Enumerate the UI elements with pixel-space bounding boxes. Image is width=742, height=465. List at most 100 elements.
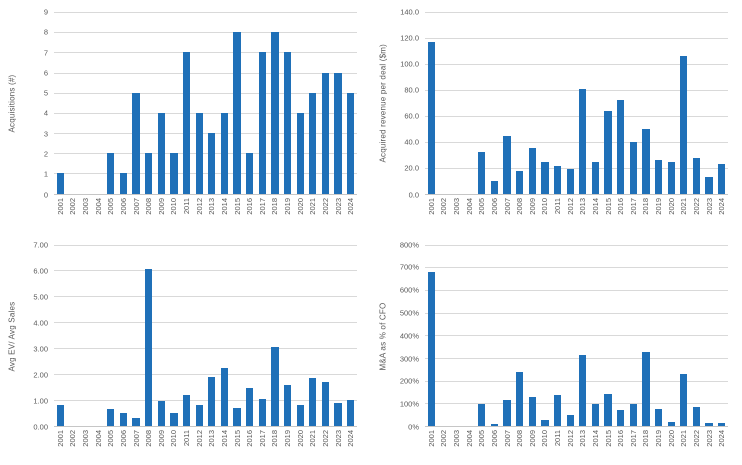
bars-container [54, 12, 357, 194]
bar-slot [438, 245, 451, 427]
x-tick-slot: 2012 [193, 198, 206, 231]
gridline [425, 357, 728, 359]
x-tick-label: 2023 [704, 197, 714, 215]
bar-slot [319, 12, 332, 194]
y-axis-label: M&A as % of CFO [378, 301, 388, 370]
bar-slot [67, 245, 80, 427]
x-tick-slot: 2013 [206, 198, 219, 231]
gridline [425, 244, 728, 246]
plot-area [425, 12, 728, 195]
bar-2007 [132, 92, 140, 194]
x-tick-label: 2014 [590, 197, 600, 215]
gridline [54, 296, 357, 298]
x-tick-label: 2012 [565, 430, 575, 447]
x-tick-label: 2010 [540, 197, 550, 215]
bar-slot [180, 245, 193, 426]
bar-slot [319, 245, 332, 426]
bar-slot [117, 245, 130, 426]
y-tick-label: 140.0 [400, 7, 419, 17]
x-tick-label: 2001 [426, 197, 436, 215]
bar-slot [193, 12, 206, 194]
x-tick-label: 2023 [333, 197, 343, 215]
x-tick-label: 2018 [270, 197, 280, 215]
x-tick-label: 2007 [502, 430, 512, 447]
gridline [54, 400, 357, 402]
x-tick-slot: 2015 [602, 430, 615, 463]
x-tick-slot: 2005 [476, 198, 489, 231]
x-tick-slot: 2002 [438, 430, 451, 463]
x-tick-slot: 2003 [79, 430, 92, 463]
x-tick-slot: 2023 [332, 198, 345, 231]
gridline [54, 374, 357, 376]
gridline [54, 52, 357, 54]
bar-2019 [283, 384, 292, 426]
plot-area [425, 244, 728, 427]
bar-slot [344, 245, 357, 426]
x-tick-label: 2024 [717, 197, 727, 215]
bar-2015 [233, 407, 241, 426]
bar-slot [488, 245, 501, 426]
bar-slot [551, 245, 564, 426]
bar-slot [256, 245, 269, 426]
bar-slot [577, 245, 590, 426]
bar-2013 [579, 88, 587, 194]
gridline [425, 37, 728, 39]
x-tick-label: 2010 [169, 430, 179, 447]
y-tick-label: 100.0 [400, 59, 419, 69]
bar-slot [130, 245, 143, 426]
x-tick-slot: 2006 [488, 198, 501, 231]
x-tick-slot: 2011 [180, 430, 193, 463]
x-tick-slot: 2004 [463, 430, 476, 463]
chart-acquired-revenue-per-deal: Acquired revenue per deal ($m) 0.0 20.0 40… [371, 0, 742, 233]
bar-slot [117, 12, 130, 194]
bar-slot [269, 12, 282, 194]
bar-2021 [309, 378, 317, 426]
x-tick-label: 2003 [452, 197, 462, 215]
x-tick-label: 2008 [515, 197, 525, 215]
bar-slot [193, 245, 206, 426]
x-tick-slot: 2010 [168, 198, 181, 231]
gridline [425, 167, 728, 169]
y-tick-label: 0% [408, 422, 419, 432]
bar-2006 [490, 424, 499, 426]
bar-slot [218, 12, 231, 194]
gridline [54, 32, 357, 34]
bar-2021 [309, 92, 317, 194]
bar-2007 [503, 400, 511, 426]
bar-slot [589, 245, 602, 426]
bar-slot [168, 12, 181, 194]
bar-slot [678, 12, 691, 194]
x-tick-label: 2009 [156, 430, 166, 447]
x-tick-label: 2018 [270, 430, 280, 447]
bar-2014 [220, 367, 229, 426]
bar-2013 [579, 354, 587, 426]
bar-slot [513, 12, 526, 194]
bar-slot [703, 12, 716, 194]
bar-2010 [541, 419, 549, 426]
y-axis-ticks: 0.0 20.0 40.0 60.0 80.0 100.0 120.0 140.0 [391, 8, 425, 200]
y-tick-label: 200% [399, 376, 419, 386]
x-tick-slot: 2023 [332, 430, 345, 463]
bar-2006 [490, 180, 499, 194]
gridline [54, 12, 357, 13]
bar-2022 [321, 72, 330, 194]
bar-slot [463, 245, 476, 427]
bar-2017 [629, 141, 637, 194]
bar-slot [307, 12, 320, 194]
x-tick-slot: 2018 [269, 430, 282, 463]
bar-2001 [427, 41, 435, 194]
bar-slot [105, 12, 118, 194]
x-tick-slot: 2001 [54, 430, 67, 463]
x-tick-label: 2007 [131, 430, 141, 447]
bar-2017 [258, 398, 266, 426]
x-tick-slot: 2003 [450, 430, 463, 463]
bar-2023 [334, 72, 342, 194]
x-tick-label: 2003 [81, 197, 91, 215]
bar-2012 [566, 414, 574, 426]
x-tick-slot: 2006 [117, 198, 130, 231]
x-tick-label: 2001 [426, 430, 436, 447]
x-tick-label: 2021 [308, 197, 318, 215]
x-tick-label: 2015 [603, 430, 613, 447]
y-tick-label: 300% [399, 354, 419, 364]
bar-2017 [258, 52, 266, 194]
